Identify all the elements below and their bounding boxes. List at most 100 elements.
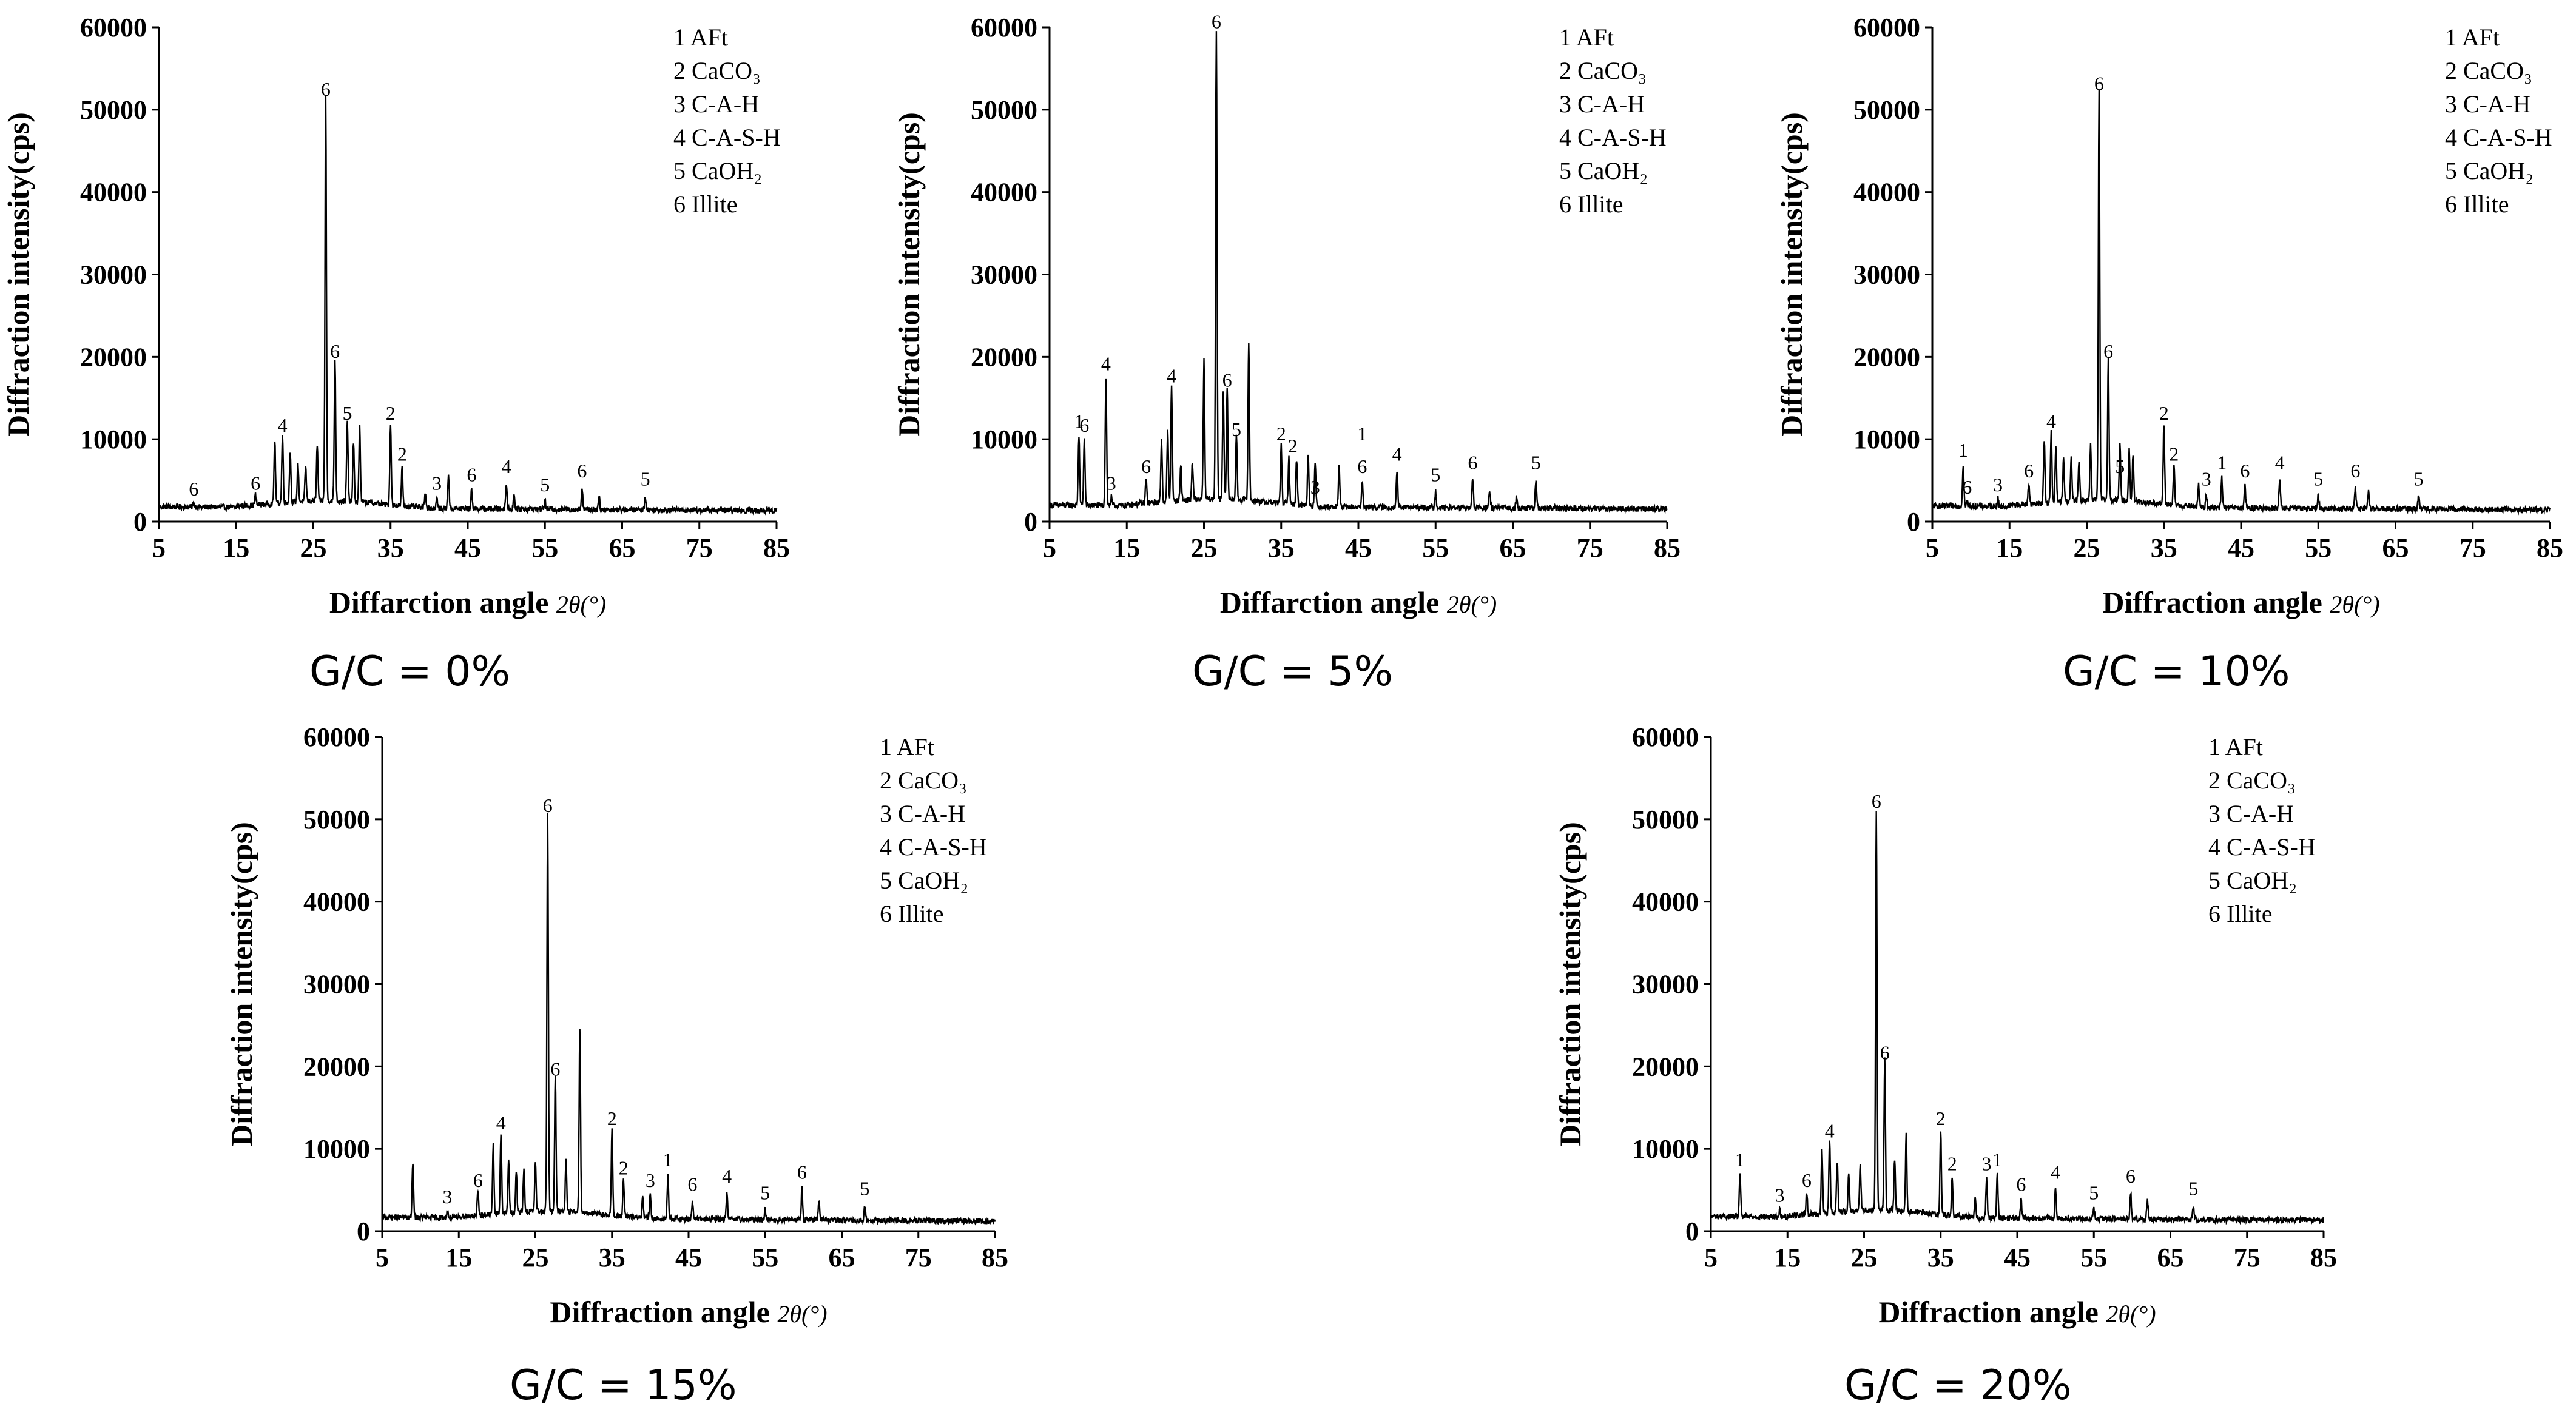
peak-label: 6 (2103, 340, 2113, 362)
x-tick-label: 25 (1851, 1243, 1878, 1272)
x-tick-label: 15 (223, 533, 249, 563)
x-tick-label: 65 (2382, 533, 2409, 563)
xrd-pattern-line (1048, 31, 1668, 514)
x-tick-label: 5 (1043, 533, 1056, 563)
legend-entry: 5 CaOH₂ (880, 867, 968, 894)
peak-label: 4 (1825, 1120, 1835, 1141)
y-axis-title: Diffraction intensity(cps) (224, 822, 258, 1146)
legend-entry: 2 CaCO₃ (880, 767, 967, 794)
peak-label: 6 (1141, 455, 1151, 477)
y-tick-label: 0 (1907, 507, 1920, 537)
x-tick-label: 35 (599, 1243, 625, 1272)
y-tick-label: 20000 (1632, 1052, 1699, 1081)
peak-label: 4 (1101, 352, 1111, 374)
peak-label: 1 (1992, 1149, 2002, 1171)
peak-label: 6 (1872, 790, 1881, 812)
peak-label: 3 (1993, 474, 2003, 496)
xrd-pattern-line (1710, 811, 2324, 1225)
y-tick-label: 20000 (80, 342, 147, 372)
x-tick-label: 85 (2537, 533, 2563, 563)
y-tick-label: 40000 (1632, 887, 1699, 917)
xrd-chart-gc-0: 5 15 25 35 45 55 65 75 8501000020000300004000050… (1, 13, 790, 619)
legend-entry: 6 Illite (1559, 190, 1623, 218)
peak-label: 5 (860, 1177, 869, 1199)
peak-label: 4 (1167, 365, 1176, 387)
peak-label: 6 (687, 1174, 697, 1195)
legend-entry: 2 CaCO₃ (2445, 57, 2532, 84)
legend-entry: 5 CaOH₂ (2445, 157, 2534, 184)
xrd-panel-gc-15: 5 15 25 35 45 55 65 75 85 0 10000 20000 30000 40000 50… (218, 716, 1080, 1418)
x-tick-label: 45 (2228, 533, 2254, 563)
peak-label: 3 (1310, 476, 1320, 498)
x-tick-label: 55 (2305, 533, 2332, 563)
peak-label: 6 (1468, 451, 1477, 473)
y-axis-title: Diffraction intensity(cps) (1, 112, 35, 437)
x-tick-label: 65 (829, 1243, 855, 1272)
y-tick-label: 30000 (80, 260, 147, 290)
peak-label: 6 (550, 1058, 560, 1080)
y-tick-label: 0 (1685, 1217, 1699, 1246)
peak-label: 3 (2202, 468, 2211, 489)
x-tick-label: 45 (454, 533, 481, 563)
x-tick-label: 75 (2460, 533, 2486, 563)
y-tick-label: 0 (133, 507, 147, 537)
peak-label: 5 (2089, 1181, 2099, 1203)
peak-label: 5 (342, 402, 352, 424)
panel-caption: G/C = 15% (510, 1362, 737, 1410)
legend-entry: 3 C-A-H (1559, 90, 1645, 118)
xrd-chart-gc-10: 5 15 25 35 45 55 65 75 8501000020000300004000050… (1775, 13, 2563, 619)
y-axis-title: Diffraction intensity(cps) (892, 112, 926, 437)
peak-label: 6 (577, 460, 587, 482)
y-axis-title: Diffraction intensity(cps) (1553, 822, 1587, 1146)
peak-label: 1 (2217, 451, 2227, 473)
legend-entry: 1 AFt (1559, 24, 1614, 51)
x-axis-title: Diffraction angle 2θ(°) (2102, 585, 2379, 619)
legend-entry: 3 C-A-H (2445, 90, 2530, 118)
peak-label: 3 (1107, 472, 1116, 494)
xrd-pattern-line (158, 96, 778, 516)
peak-label: 6 (2350, 460, 2360, 482)
panel-caption: G/C = 0% (309, 648, 511, 696)
peak-label: 1 (1958, 439, 1968, 461)
peak-label: 5 (641, 468, 650, 489)
xrd-chart-gc-15: 5 15 25 35 45 55 65 75 8501000020000300004000050… (224, 722, 1008, 1329)
peak-label: 4 (496, 1112, 506, 1134)
x-tick-label: 45 (2004, 1243, 2031, 1272)
x-tick-label: 25 (300, 533, 327, 563)
y-tick-label: 20000 (971, 342, 1037, 372)
legend-entry: 2 CaCO₃ (2208, 767, 2296, 794)
peak-label: 2 (2169, 443, 2179, 465)
x-tick-label: 85 (1654, 533, 1681, 563)
peak-label: 1 (663, 1149, 673, 1171)
x-tick-label: 5 (152, 533, 166, 563)
peak-label: 6 (2126, 1165, 2136, 1187)
peak-label: 4 (2051, 1161, 2060, 1183)
y-tick-label: 10000 (303, 1134, 370, 1164)
legend-entry: 6 Illite (2445, 190, 2509, 218)
y-tick-label: 60000 (1632, 722, 1699, 752)
y-tick-label: 20000 (303, 1052, 370, 1081)
y-tick-label: 0 (357, 1217, 370, 1246)
peak-label: 6 (1079, 414, 1089, 436)
y-tick-label: 40000 (971, 178, 1037, 207)
peak-label: 6 (189, 478, 198, 500)
peak-label: 3 (1982, 1153, 1992, 1175)
peak-label: 6 (1962, 476, 1972, 498)
legend-entry: 5 CaOH₂ (2208, 867, 2297, 894)
peak-label: 6 (467, 464, 476, 486)
legend-entry: 4 C-A-S-H (1559, 124, 1667, 151)
peak-label: 5 (2414, 468, 2424, 489)
legend-entry: 4 C-A-S-H (673, 124, 781, 151)
legend-entry: 6 Illite (880, 900, 944, 927)
y-tick-label: 50000 (1632, 805, 1699, 835)
y-tick-label: 40000 (303, 887, 370, 917)
y-axis-title: Diffraction intensity(cps) (1775, 112, 1809, 437)
x-tick-label: 85 (2310, 1243, 2337, 1272)
peak-label: 6 (1212, 11, 1221, 33)
peak-label: 2 (2159, 402, 2169, 424)
x-tick-label: 15 (1996, 533, 2023, 563)
x-tick-label: 35 (2151, 533, 2177, 563)
y-tick-label: 10000 (971, 425, 1037, 454)
peak-label: 4 (502, 455, 511, 477)
x-tick-label: 85 (982, 1243, 1008, 1272)
